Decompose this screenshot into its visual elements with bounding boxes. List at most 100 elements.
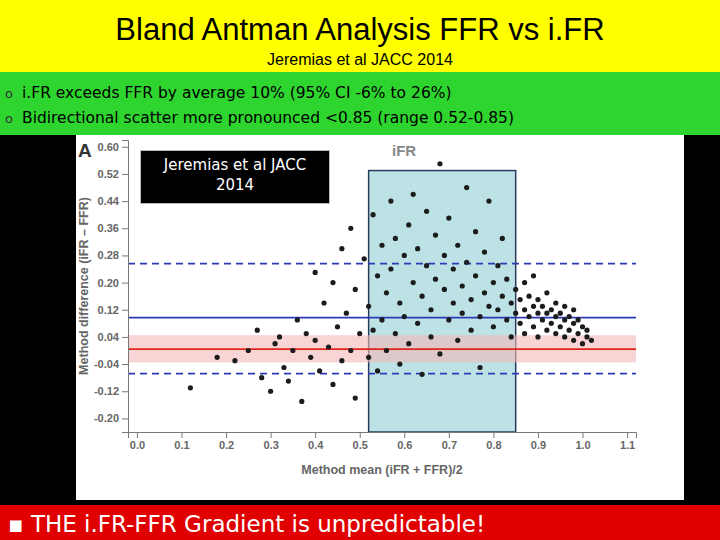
data-point [366,304,371,309]
data-point [464,260,469,265]
data-point [446,317,451,322]
data-point [562,317,567,322]
data-point [544,311,549,316]
x-tick: 0.4 [308,432,324,451]
data-point [477,365,482,370]
data-point [411,280,416,285]
limit-line [128,373,636,375]
x-tick-label: 0.0 [130,439,145,451]
data-point [460,283,465,288]
x-tick-label: 1.1 [620,439,635,451]
y-tick-mark [122,283,128,284]
data-point [553,300,558,305]
data-point [486,199,491,204]
y-tick-mark [122,310,128,311]
x-tick-mark [137,432,138,438]
data-point [491,280,496,285]
data-point [326,345,331,350]
y-tick: 0.36 [98,222,128,234]
data-point [353,395,358,400]
bullet-symbol: o [5,86,13,101]
y-tick-label: -0.20 [94,412,119,424]
slide-canvas: Bland Antman Analysis FFR vs i.FR Jeremia… [0,0,720,540]
slide: Bland Antman Analysis FFR vs i.FR Jeremia… [0,0,720,540]
plot-label: iFR [392,142,416,159]
data-point [442,253,447,258]
x-tick: 0.5 [353,432,368,451]
x-tick: 0.6 [397,432,412,451]
y-tick: -0.20 [94,412,128,424]
x-tick-mark [271,432,272,438]
data-point [370,212,375,217]
data-point [411,192,416,197]
data-point [526,294,531,299]
data-point [308,355,313,360]
data-point [531,273,536,278]
x-tick-mark [538,432,539,438]
y-tick-mark [122,418,128,419]
bullet-box [0,72,720,135]
y-tick-label: 0.12 [98,304,119,316]
data-point [500,294,505,299]
x-tick-mark [449,432,450,438]
data-point [384,348,389,353]
data-point [348,226,353,231]
data-point [580,341,585,346]
data-point [415,246,420,251]
x-tick-label: 0.7 [442,439,457,451]
data-point [299,399,304,404]
chart-panel [76,135,684,500]
subtitle: Jeremias et al JACC 2014 [267,51,453,68]
title: Bland Antman Analysis FFR vs i.FR [115,12,604,47]
y-tick: 0.04 [98,331,128,343]
x-tick-label: 0.9 [531,439,546,451]
x-tick-label: 0.5 [353,439,368,451]
data-point [330,280,335,285]
data-point [504,277,509,282]
data-point [531,304,536,309]
y-tick-label: 0.60 [98,141,119,153]
data-point [575,317,580,322]
axis-line [122,141,129,433]
y-tick: 0.52 [98,168,128,180]
data-point [469,328,474,333]
data-point [384,290,389,295]
data-point [428,334,433,339]
data-point [473,273,478,278]
data-point [339,358,344,363]
data-point [553,314,558,319]
panel-label: A [78,140,92,161]
data-point [584,328,589,333]
data-point [420,372,425,377]
data-point [460,311,465,316]
data-point [397,300,402,305]
y-tick-label: 0.28 [98,249,119,261]
data-point [571,338,576,343]
data-point [504,317,509,322]
data-point [379,317,384,322]
data-point [321,300,326,305]
data-point [370,328,375,333]
x-tick-mark [226,432,227,438]
data-point [464,185,469,190]
data-point [522,331,527,336]
data-point [526,314,531,319]
data-point [255,328,260,333]
data-point [362,256,367,261]
data-point [304,331,309,336]
data-point [473,229,478,234]
x-tick: 0.2 [219,432,234,451]
data-point [558,324,563,329]
data-point [259,375,264,380]
data-point [388,199,393,204]
data-point [584,334,589,339]
axis-line [129,433,637,439]
data-point [553,331,558,336]
data-point [482,290,487,295]
x-tick-mark [404,432,405,438]
data-point [406,222,411,227]
x-axis-title: Method mean (iFR + FFR)/2 [301,463,463,477]
data-point [509,334,514,339]
y-tick-label: -0.12 [94,385,119,397]
x-tick-label: 0.1 [174,439,189,451]
